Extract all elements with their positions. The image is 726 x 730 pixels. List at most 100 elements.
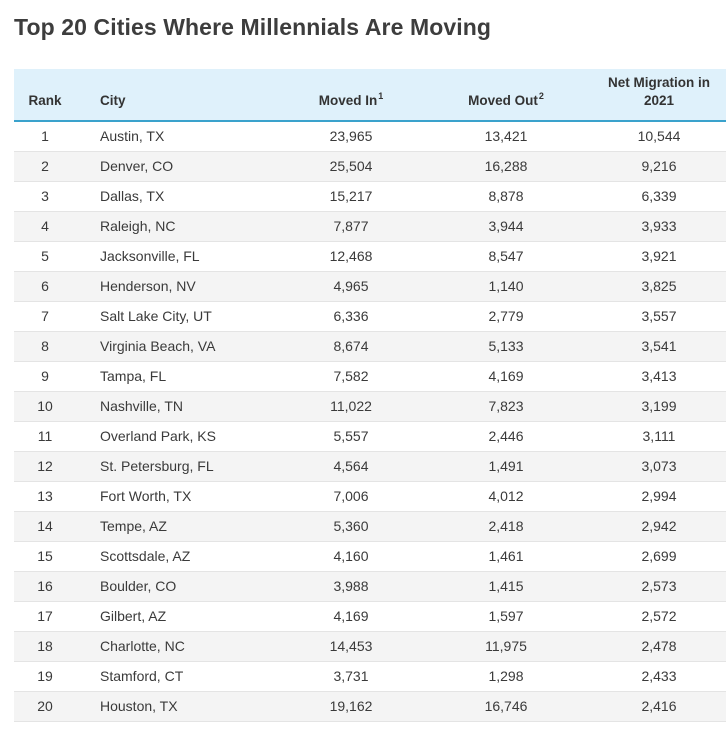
table-row: 19 Stamford, CT 3,731 1,298 2,433: [14, 661, 726, 692]
cell-city: Boulder, CO: [76, 571, 270, 602]
cell-moved-in: 5,557: [270, 421, 432, 452]
cell-rank: 4: [14, 211, 76, 242]
cell-city: Gilbert, AZ: [76, 601, 270, 632]
cell-moved-in: 3,731: [270, 661, 432, 692]
table-row: 20 Houston, TX 19,162 16,746 2,416: [14, 691, 726, 722]
cell-moved-in: 6,336: [270, 301, 432, 332]
cell-city: Charlotte, NC: [76, 631, 270, 662]
cell-rank: 16: [14, 571, 76, 602]
cell-city: Jacksonville, FL: [76, 241, 270, 272]
table-row: 10 Nashville, TN 11,022 7,823 3,199: [14, 391, 726, 422]
cell-rank: 13: [14, 481, 76, 512]
cell-moved-in: 19,162: [270, 691, 432, 722]
table-row: 2 Denver, CO 25,504 16,288 9,216: [14, 151, 726, 182]
cell-net-migration: 3,541: [580, 331, 726, 362]
cell-rank: 17: [14, 601, 76, 632]
cell-rank: 5: [14, 241, 76, 272]
cell-moved-in: 4,564: [270, 451, 432, 482]
column-header-moved-in: Moved In1: [270, 69, 432, 122]
column-header-city-label: City: [100, 93, 126, 108]
cell-moved-in: 4,965: [270, 271, 432, 302]
cell-city: Houston, TX: [76, 691, 270, 722]
column-header-moved-in-label: Moved In: [318, 93, 378, 108]
cell-rank: 8: [14, 331, 76, 362]
cell-moved-out: 7,823: [432, 391, 580, 422]
cell-moved-in: 7,006: [270, 481, 432, 512]
cell-moved-out: 1,597: [432, 601, 580, 632]
table-row: 9 Tampa, FL 7,582 4,169 3,413: [14, 361, 726, 392]
cell-moved-in: 23,965: [270, 121, 432, 152]
cell-city: Fort Worth, TX: [76, 481, 270, 512]
table-body: 1 Austin, TX 23,965 13,421 10,544 2 Denver, CO…: [14, 121, 726, 722]
cell-moved-out: 8,547: [432, 241, 580, 272]
cell-net-migration: 2,478: [580, 631, 726, 662]
cell-moved-out: 3,944: [432, 211, 580, 242]
cell-moved-in: 4,160: [270, 541, 432, 572]
cell-city: Raleigh, NC: [76, 211, 270, 242]
cell-moved-in: 4,169: [270, 601, 432, 632]
cell-net-migration: 3,111: [580, 421, 726, 452]
cell-moved-out: 1,298: [432, 661, 580, 692]
cell-city: Denver, CO: [76, 151, 270, 182]
table-row: 17 Gilbert, AZ 4,169 1,597 2,572: [14, 601, 726, 632]
cell-city: Salt Lake City, UT: [76, 301, 270, 332]
cell-city: Dallas, TX: [76, 181, 270, 212]
column-header-moved-out: Moved Out2: [432, 69, 580, 122]
cell-net-migration: 2,994: [580, 481, 726, 512]
cell-moved-out: 11,975: [432, 631, 580, 662]
table-row: 12 St. Petersburg, FL 4,564 1,491 3,073: [14, 451, 726, 482]
column-header-net-migration-label: Net Migration in 2021: [608, 75, 710, 108]
cell-net-migration: 2,573: [580, 571, 726, 602]
cell-moved-out: 2,446: [432, 421, 580, 452]
table-row: 3 Dallas, TX 15,217 8,878 6,339: [14, 181, 726, 212]
cell-city: Austin, TX: [76, 121, 270, 152]
footnote-marker-1: 1: [378, 90, 384, 101]
cell-net-migration: 2,416: [580, 691, 726, 722]
cell-net-migration: 3,413: [580, 361, 726, 392]
cell-net-migration: 9,216: [580, 151, 726, 182]
footnote-marker-2: 2: [538, 90, 544, 101]
cell-moved-in: 14,453: [270, 631, 432, 662]
cell-moved-out: 5,133: [432, 331, 580, 362]
cell-moved-out: 1,415: [432, 571, 580, 602]
cell-moved-in: 25,504: [270, 151, 432, 182]
table-row: 18 Charlotte, NC 14,453 11,975 2,478: [14, 631, 726, 662]
cell-city: St. Petersburg, FL: [76, 451, 270, 482]
cell-rank: 20: [14, 691, 76, 722]
cell-moved-in: 15,217: [270, 181, 432, 212]
cell-net-migration: 2,699: [580, 541, 726, 572]
table-row: 4 Raleigh, NC 7,877 3,944 3,933: [14, 211, 726, 242]
cell-net-migration: 3,199: [580, 391, 726, 422]
table-row: 7 Salt Lake City, UT 6,336 2,779 3,557: [14, 301, 726, 332]
cell-rank: 12: [14, 451, 76, 482]
migration-table-container: Rank City Moved In1 Moved Out2 Net Migra…: [14, 69, 726, 722]
cell-rank: 2: [14, 151, 76, 182]
cell-net-migration: 10,544: [580, 121, 726, 152]
cell-rank: 14: [14, 511, 76, 542]
cell-net-migration: 2,942: [580, 511, 726, 542]
cell-city: Overland Park, KS: [76, 421, 270, 452]
cell-city: Stamford, CT: [76, 661, 270, 692]
cell-moved-in: 12,468: [270, 241, 432, 272]
table-row: 16 Boulder, CO 3,988 1,415 2,573: [14, 571, 726, 602]
cell-rank: 11: [14, 421, 76, 452]
cell-city: Henderson, NV: [76, 271, 270, 302]
table-row: 1 Austin, TX 23,965 13,421 10,544: [14, 121, 726, 152]
cell-rank: 10: [14, 391, 76, 422]
cell-moved-in: 7,582: [270, 361, 432, 392]
cell-rank: 1: [14, 121, 76, 152]
column-header-net-migration: Net Migration in 2021: [580, 69, 726, 122]
cell-net-migration: 2,572: [580, 601, 726, 632]
table-row: 5 Jacksonville, FL 12,468 8,547 3,921: [14, 241, 726, 272]
cell-net-migration: 3,825: [580, 271, 726, 302]
column-header-rank-label: Rank: [28, 93, 62, 108]
column-header-rank: Rank: [14, 69, 76, 122]
page-title: Top 20 Cities Where Millennials Are Movi…: [14, 14, 492, 40]
cell-city: Tempe, AZ: [76, 511, 270, 542]
cell-rank: 9: [14, 361, 76, 392]
cell-moved-in: 3,988: [270, 571, 432, 602]
cell-moved-out: 2,418: [432, 511, 580, 542]
table-row: 15 Scottsdale, AZ 4,160 1,461 2,699: [14, 541, 726, 572]
cell-net-migration: 3,921: [580, 241, 726, 272]
table-row: 13 Fort Worth, TX 7,006 4,012 2,994: [14, 481, 726, 512]
